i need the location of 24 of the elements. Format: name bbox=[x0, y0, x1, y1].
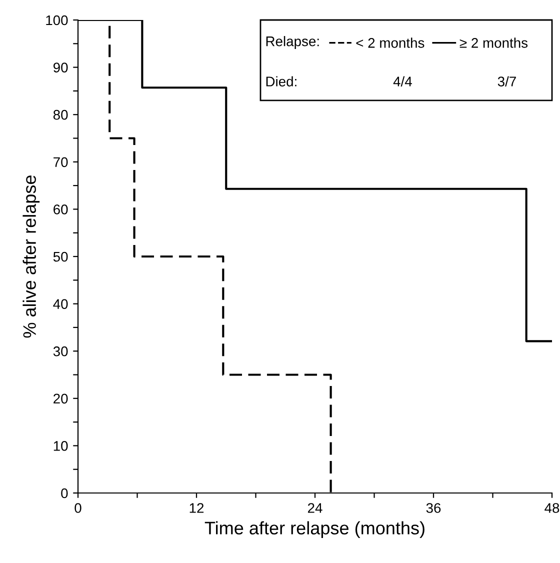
x-tick-label: 36 bbox=[426, 503, 441, 513]
x-tick-label: 12 bbox=[190, 503, 204, 513]
y-tick-label: 30 bbox=[53, 346, 68, 356]
y-tick-label: 80 bbox=[53, 110, 68, 120]
legend-label: < 2 months bbox=[356, 38, 424, 48]
y-axis-title: % alive after relapse bbox=[22, 176, 40, 338]
x-tick-label: 24 bbox=[308, 503, 322, 513]
y-tick-label: 20 bbox=[54, 394, 68, 404]
y-tick-label: 70 bbox=[54, 157, 68, 168]
annotation: 3/7 bbox=[498, 76, 516, 86]
x-axis-title: Time after relapse (months) bbox=[204, 521, 424, 538]
legend-label: ≥ 2 months bbox=[460, 38, 528, 48]
y-tick-label: 50 bbox=[53, 252, 68, 262]
y-tick-label: 100 bbox=[46, 15, 68, 26]
y-tick-label: 10 bbox=[54, 441, 68, 451]
y-tick-label: 40 bbox=[53, 299, 68, 309]
x-tick-label: 48 bbox=[544, 503, 560, 513]
legend-title: Relapse: bbox=[266, 36, 319, 49]
y-tick-label: 0 bbox=[61, 488, 68, 498]
annotation: Died: bbox=[266, 76, 296, 86]
y-tick-label: 60 bbox=[54, 204, 68, 214]
y-tick-label: 90 bbox=[53, 62, 68, 72]
annotation: 4/4 bbox=[393, 76, 412, 86]
x-tick-label: 0 bbox=[74, 503, 82, 513]
